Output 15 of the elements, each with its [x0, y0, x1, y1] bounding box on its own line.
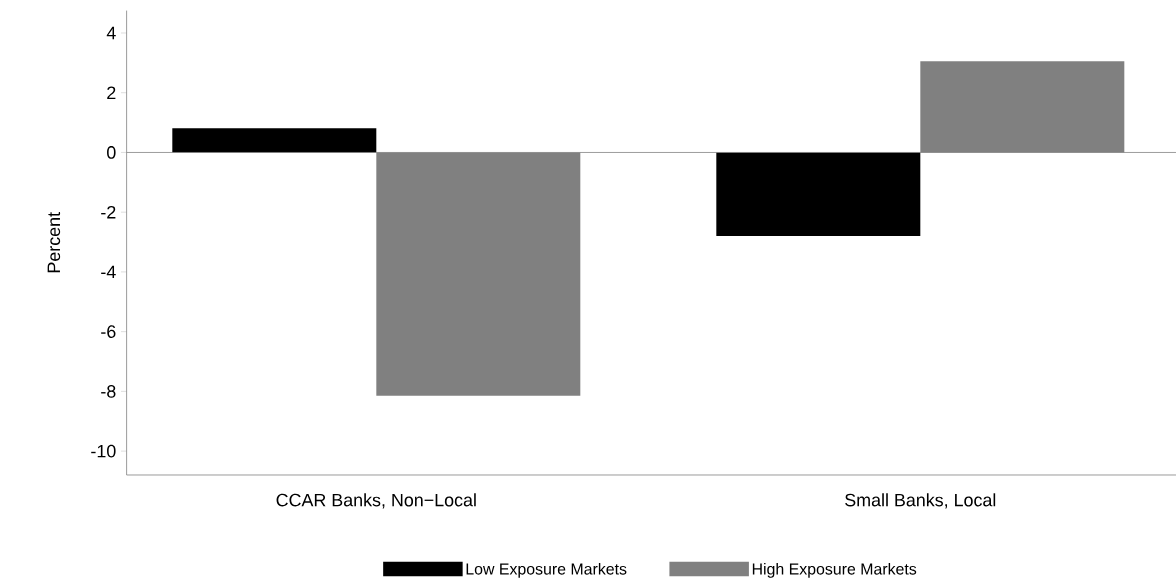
- y-tick-label: 0: [107, 145, 116, 159]
- y-tick-label: -6: [101, 325, 116, 338]
- x-tick-label: CCAR Banks, Non−Local: [276, 493, 476, 509]
- y-tick-label: 4: [106, 26, 116, 39]
- y-tick-label: -8: [101, 384, 116, 398]
- y-tick-label: 2: [107, 86, 116, 99]
- legend-label: Low Exposure Markets: [466, 562, 627, 578]
- bar: [716, 152, 921, 236]
- legend-label: High Exposure Markets: [752, 562, 917, 578]
- bar: [172, 128, 377, 153]
- y-tick-label: -2: [101, 205, 116, 219]
- y-axis-title: Percent: [47, 211, 61, 272]
- x-tick-label: Small Banks, Local: [845, 493, 996, 509]
- y-tick-label: -10: [91, 444, 116, 458]
- y-tick-label: -4: [101, 265, 116, 278]
